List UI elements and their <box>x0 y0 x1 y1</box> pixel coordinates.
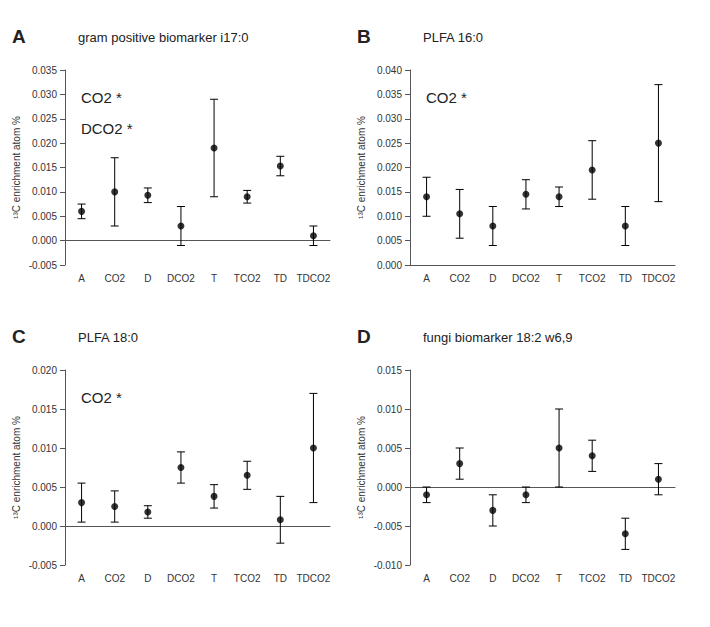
svg-text:CO2: CO2 <box>449 273 470 284</box>
svg-text:CO2: CO2 <box>449 573 470 584</box>
svg-text:T: T <box>211 573 217 584</box>
svg-text:0.005: 0.005 <box>32 211 57 222</box>
svg-text:-0.010: -0.010 <box>374 560 403 571</box>
svg-text:0.015: 0.015 <box>377 186 402 197</box>
svg-text:TDCO2: TDCO2 <box>641 273 675 284</box>
svg-text:TD: TD <box>619 573 632 584</box>
svg-text:¹³C enrichment atom %: ¹³C enrichment atom % <box>11 416 22 519</box>
svg-text:D: D <box>489 573 496 584</box>
svg-text:0.005: 0.005 <box>377 235 402 246</box>
svg-text:TD: TD <box>619 273 632 284</box>
svg-text:B: B <box>357 26 371 47</box>
svg-text:TCO2: TCO2 <box>579 573 606 584</box>
svg-text:A: A <box>78 273 85 284</box>
svg-text:D: D <box>144 273 151 284</box>
svg-text:TD: TD <box>274 573 287 584</box>
svg-text:A: A <box>423 273 430 284</box>
svg-text:0.000: 0.000 <box>377 260 402 271</box>
svg-text:0.010: 0.010 <box>377 211 402 222</box>
svg-text:D: D <box>489 273 496 284</box>
svg-text:0.015: 0.015 <box>377 365 402 376</box>
svg-text:0.000: 0.000 <box>377 482 402 493</box>
svg-text:-0.005: -0.005 <box>374 521 403 532</box>
svg-text:gram positive biomarker i17:0: gram positive biomarker i17:0 <box>78 30 249 45</box>
svg-text:TCO2: TCO2 <box>234 573 261 584</box>
svg-text:TCO2: TCO2 <box>579 273 606 284</box>
svg-text:¹³C enrichment atom %: ¹³C enrichment atom % <box>356 416 367 519</box>
svg-text:DCO2: DCO2 <box>512 573 540 584</box>
svg-text:A: A <box>12 26 26 47</box>
svg-text:CO2 *: CO2 * <box>426 89 467 106</box>
svg-text:0.035: 0.035 <box>32 65 57 76</box>
svg-text:-0.005: -0.005 <box>29 560 58 571</box>
svg-text:0.030: 0.030 <box>377 113 402 124</box>
svg-text:DCO2 *: DCO2 * <box>81 120 133 137</box>
svg-text:0.005: 0.005 <box>32 482 57 493</box>
svg-text:fungi biomarker 18:2 w6,9: fungi biomarker 18:2 w6,9 <box>423 330 573 345</box>
svg-text:DCO2: DCO2 <box>167 573 195 584</box>
svg-text:T: T <box>556 573 562 584</box>
svg-text:0.010: 0.010 <box>32 443 57 454</box>
svg-text:C: C <box>12 326 26 347</box>
svg-text:0.005: 0.005 <box>377 443 402 454</box>
svg-text:A: A <box>78 573 85 584</box>
svg-text:0.025: 0.025 <box>377 138 402 149</box>
svg-text:0.000: 0.000 <box>32 235 57 246</box>
svg-text:0.020: 0.020 <box>377 162 402 173</box>
svg-text:0.030: 0.030 <box>32 89 57 100</box>
svg-text:TD: TD <box>274 273 287 284</box>
svg-text:-0.005: -0.005 <box>29 260 58 271</box>
svg-text:CO2: CO2 <box>104 573 125 584</box>
svg-text:TDCO2: TDCO2 <box>296 273 330 284</box>
svg-text:¹³C enrichment atom %: ¹³C enrichment atom % <box>356 116 367 219</box>
svg-text:0.020: 0.020 <box>32 365 57 376</box>
svg-text:0.040: 0.040 <box>377 65 402 76</box>
svg-text:0.015: 0.015 <box>32 162 57 173</box>
svg-text:0.010: 0.010 <box>377 404 402 415</box>
svg-text:CO2 *: CO2 * <box>81 89 122 106</box>
svg-text:0.035: 0.035 <box>377 89 402 100</box>
svg-text:0.020: 0.020 <box>32 138 57 149</box>
svg-text:TDCO2: TDCO2 <box>641 573 675 584</box>
svg-text:¹³C enrichment atom %: ¹³C enrichment atom % <box>11 116 22 219</box>
svg-text:PLFA 16:0: PLFA 16:0 <box>423 30 483 45</box>
svg-text:DCO2: DCO2 <box>512 273 540 284</box>
svg-text:DCO2: DCO2 <box>167 273 195 284</box>
svg-text:D: D <box>357 326 371 347</box>
svg-text:D: D <box>144 573 151 584</box>
svg-text:TCO2: TCO2 <box>234 273 261 284</box>
svg-text:A: A <box>423 573 430 584</box>
svg-text:T: T <box>556 273 562 284</box>
svg-text:TDCO2: TDCO2 <box>296 573 330 584</box>
svg-text:0.015: 0.015 <box>32 404 57 415</box>
svg-text:0.010: 0.010 <box>32 186 57 197</box>
svg-text:0.025: 0.025 <box>32 113 57 124</box>
svg-text:CO2 *: CO2 * <box>81 389 122 406</box>
svg-text:0.000: 0.000 <box>32 521 57 532</box>
svg-text:CO2: CO2 <box>104 273 125 284</box>
svg-text:PLFA 18:0: PLFA 18:0 <box>78 330 138 345</box>
svg-text:T: T <box>211 273 217 284</box>
